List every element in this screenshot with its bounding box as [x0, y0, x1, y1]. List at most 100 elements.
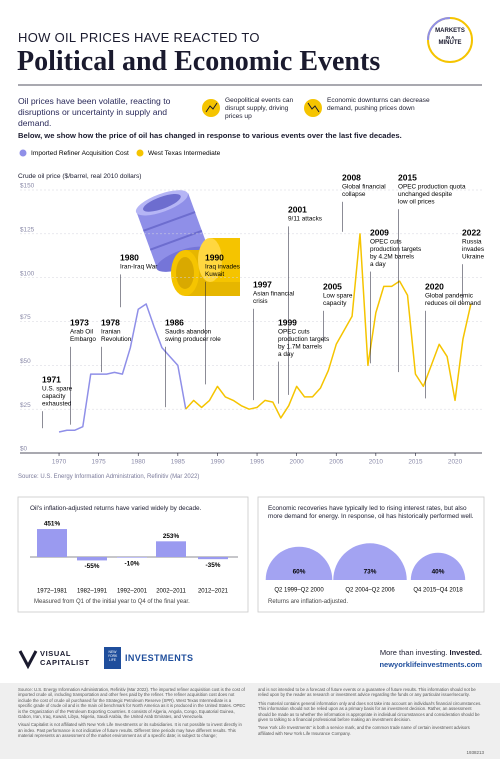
legend-swatch: [19, 149, 27, 157]
panel-title: Economic recoveries have typically led t…: [268, 505, 474, 520]
category-label: 1972–1981: [37, 589, 68, 595]
annotation-text: a day: [278, 351, 294, 358]
x-tick-label: 1980: [131, 459, 146, 466]
intro-point: Geopolitical events can disrupt supply, …: [225, 97, 294, 121]
value-label: 40%: [432, 569, 445, 576]
y-tick-label: $150: [20, 183, 35, 190]
value-label: -10%: [125, 560, 140, 567]
icon-glyph: [205, 102, 218, 113]
annotation-text: Asian financial: [253, 291, 294, 298]
tagline-text: More than investing.: [379, 648, 448, 657]
value-label: -55%: [85, 563, 100, 570]
category-label: 1992–2001: [117, 589, 148, 595]
x-tick-label: 2015: [408, 459, 423, 466]
annotation-text: production targets: [370, 246, 421, 253]
annotation-text: U.S. spare: [42, 386, 73, 393]
nyl-mark: NEW YORK LIFE: [107, 650, 118, 662]
x-tick-label: 1970: [52, 459, 67, 466]
x-tick-label: 2005: [329, 459, 344, 466]
vc-logo: [18, 650, 38, 670]
annotation-year: 1978: [101, 317, 120, 327]
line-series: [58, 303, 187, 433]
annotation-text: OPEC cuts: [278, 329, 310, 336]
panel: [17, 496, 249, 613]
y-axis-label: Crude oil price ($/barrel, real 2010 dol…: [18, 173, 142, 180]
annotation-text: unchanged despite: [398, 191, 452, 198]
annotation-text: capacity: [323, 300, 347, 307]
y-tick-label: $0: [20, 446, 28, 453]
vc-line: VISUAL: [40, 649, 72, 658]
x-tick-label: 2000: [290, 459, 305, 466]
title: Political and Economic Events: [17, 46, 381, 77]
annotation-year: 2005: [323, 281, 342, 291]
x-tick-label: 1990: [210, 459, 225, 466]
category-label: 2012–2021: [198, 589, 229, 595]
annotation-text: Saudis abandon: [165, 329, 212, 336]
tagline: More than investing. Invested.: [380, 648, 482, 657]
tagline-bold: Invested.: [449, 648, 482, 657]
illustration: [135, 190, 240, 296]
footer-band: [0, 683, 500, 759]
bar: [117, 557, 147, 558]
vc-line: CAPITALIST: [40, 657, 90, 667]
semicircle: [265, 546, 333, 580]
disclaimer: “New York Life Investments” is both a se…: [258, 725, 470, 736]
value-label: 253%: [163, 533, 180, 540]
code: 1938213: [466, 750, 484, 755]
annotation-year: 2020: [425, 281, 444, 291]
y-tick-label: $125: [20, 227, 35, 234]
annotation-text: Low spare: [323, 293, 353, 300]
bar: [156, 541, 186, 557]
annotation-year: 1990: [205, 252, 224, 262]
disclaimer: Visual Capitalist is not affiliated with…: [18, 722, 242, 739]
semicircle: [410, 552, 466, 580]
icon: [202, 99, 220, 117]
lead: Below, we show how the price of oil has …: [18, 131, 402, 140]
annotation-text: Arab Oil: [70, 329, 93, 336]
y-tick-label: $100: [20, 270, 35, 277]
annotation-text: Iraq invades: [205, 264, 240, 271]
annotation-text: by 1.7M barrels: [278, 343, 322, 350]
annotation-text: by 4.2M barrels: [370, 253, 414, 260]
disclaimer: This material contains general informati…: [258, 700, 482, 723]
x-tick-label: 2020: [448, 459, 463, 466]
annotation-text: exhausted: [42, 400, 72, 407]
annotation-year: 2001: [288, 204, 307, 214]
bar: [37, 529, 67, 557]
panel-note: Returns are inflation-adjusted.: [268, 599, 349, 605]
x-tick-label: 1985: [171, 459, 186, 466]
annotation-text: Russia: [462, 239, 482, 246]
annotation-text: a day: [370, 261, 386, 268]
annotation-text: Iran-Iraq War: [120, 264, 158, 271]
annotation-text: Ukraine: [462, 253, 484, 260]
intro-point: Economic downturns can decrease demand, …: [327, 97, 430, 113]
value-label: -35%: [206, 562, 221, 569]
category-label: Q2 2004–Q2 2006: [345, 588, 395, 594]
disclaimer-left: Source: U.S. Energy Information Administ…: [18, 687, 246, 742]
annotation-text: production targets: [278, 336, 329, 343]
annotation-text: capacity: [42, 393, 66, 400]
kicker: HOW OIL PRICES HAVE REACTED TO: [18, 30, 260, 45]
icon-glyph: [307, 102, 320, 113]
annotation-text: Embargo: [70, 336, 96, 343]
nyl-logo: [104, 647, 121, 669]
legend-swatch: [136, 149, 144, 157]
category-label: Q2 1999–Q2 2000: [274, 588, 324, 594]
annotation-text: swing producer role: [165, 336, 221, 343]
annotation-year: 1986: [165, 317, 184, 327]
nyl-name: INVESTMENTS: [125, 653, 194, 663]
panel-note: Measured from Q1 of the initial year to …: [34, 599, 190, 605]
annotation-year: 1973: [70, 317, 89, 327]
annotation-year: 1971: [42, 374, 61, 384]
annotation-year: 2022: [462, 227, 481, 237]
x-tick-label: 2010: [369, 459, 384, 466]
annotation-text: Revolution: [101, 336, 132, 343]
category-label: 1982–1991: [77, 589, 108, 595]
annotation-year: 1997: [253, 279, 272, 289]
vc-name: VISUAL CAPITALIST: [40, 649, 90, 667]
annotation-text: low oil prices: [398, 198, 435, 205]
intro: Oil prices have been volatile, reacting …: [18, 96, 171, 128]
value-label: 73%: [364, 569, 377, 576]
